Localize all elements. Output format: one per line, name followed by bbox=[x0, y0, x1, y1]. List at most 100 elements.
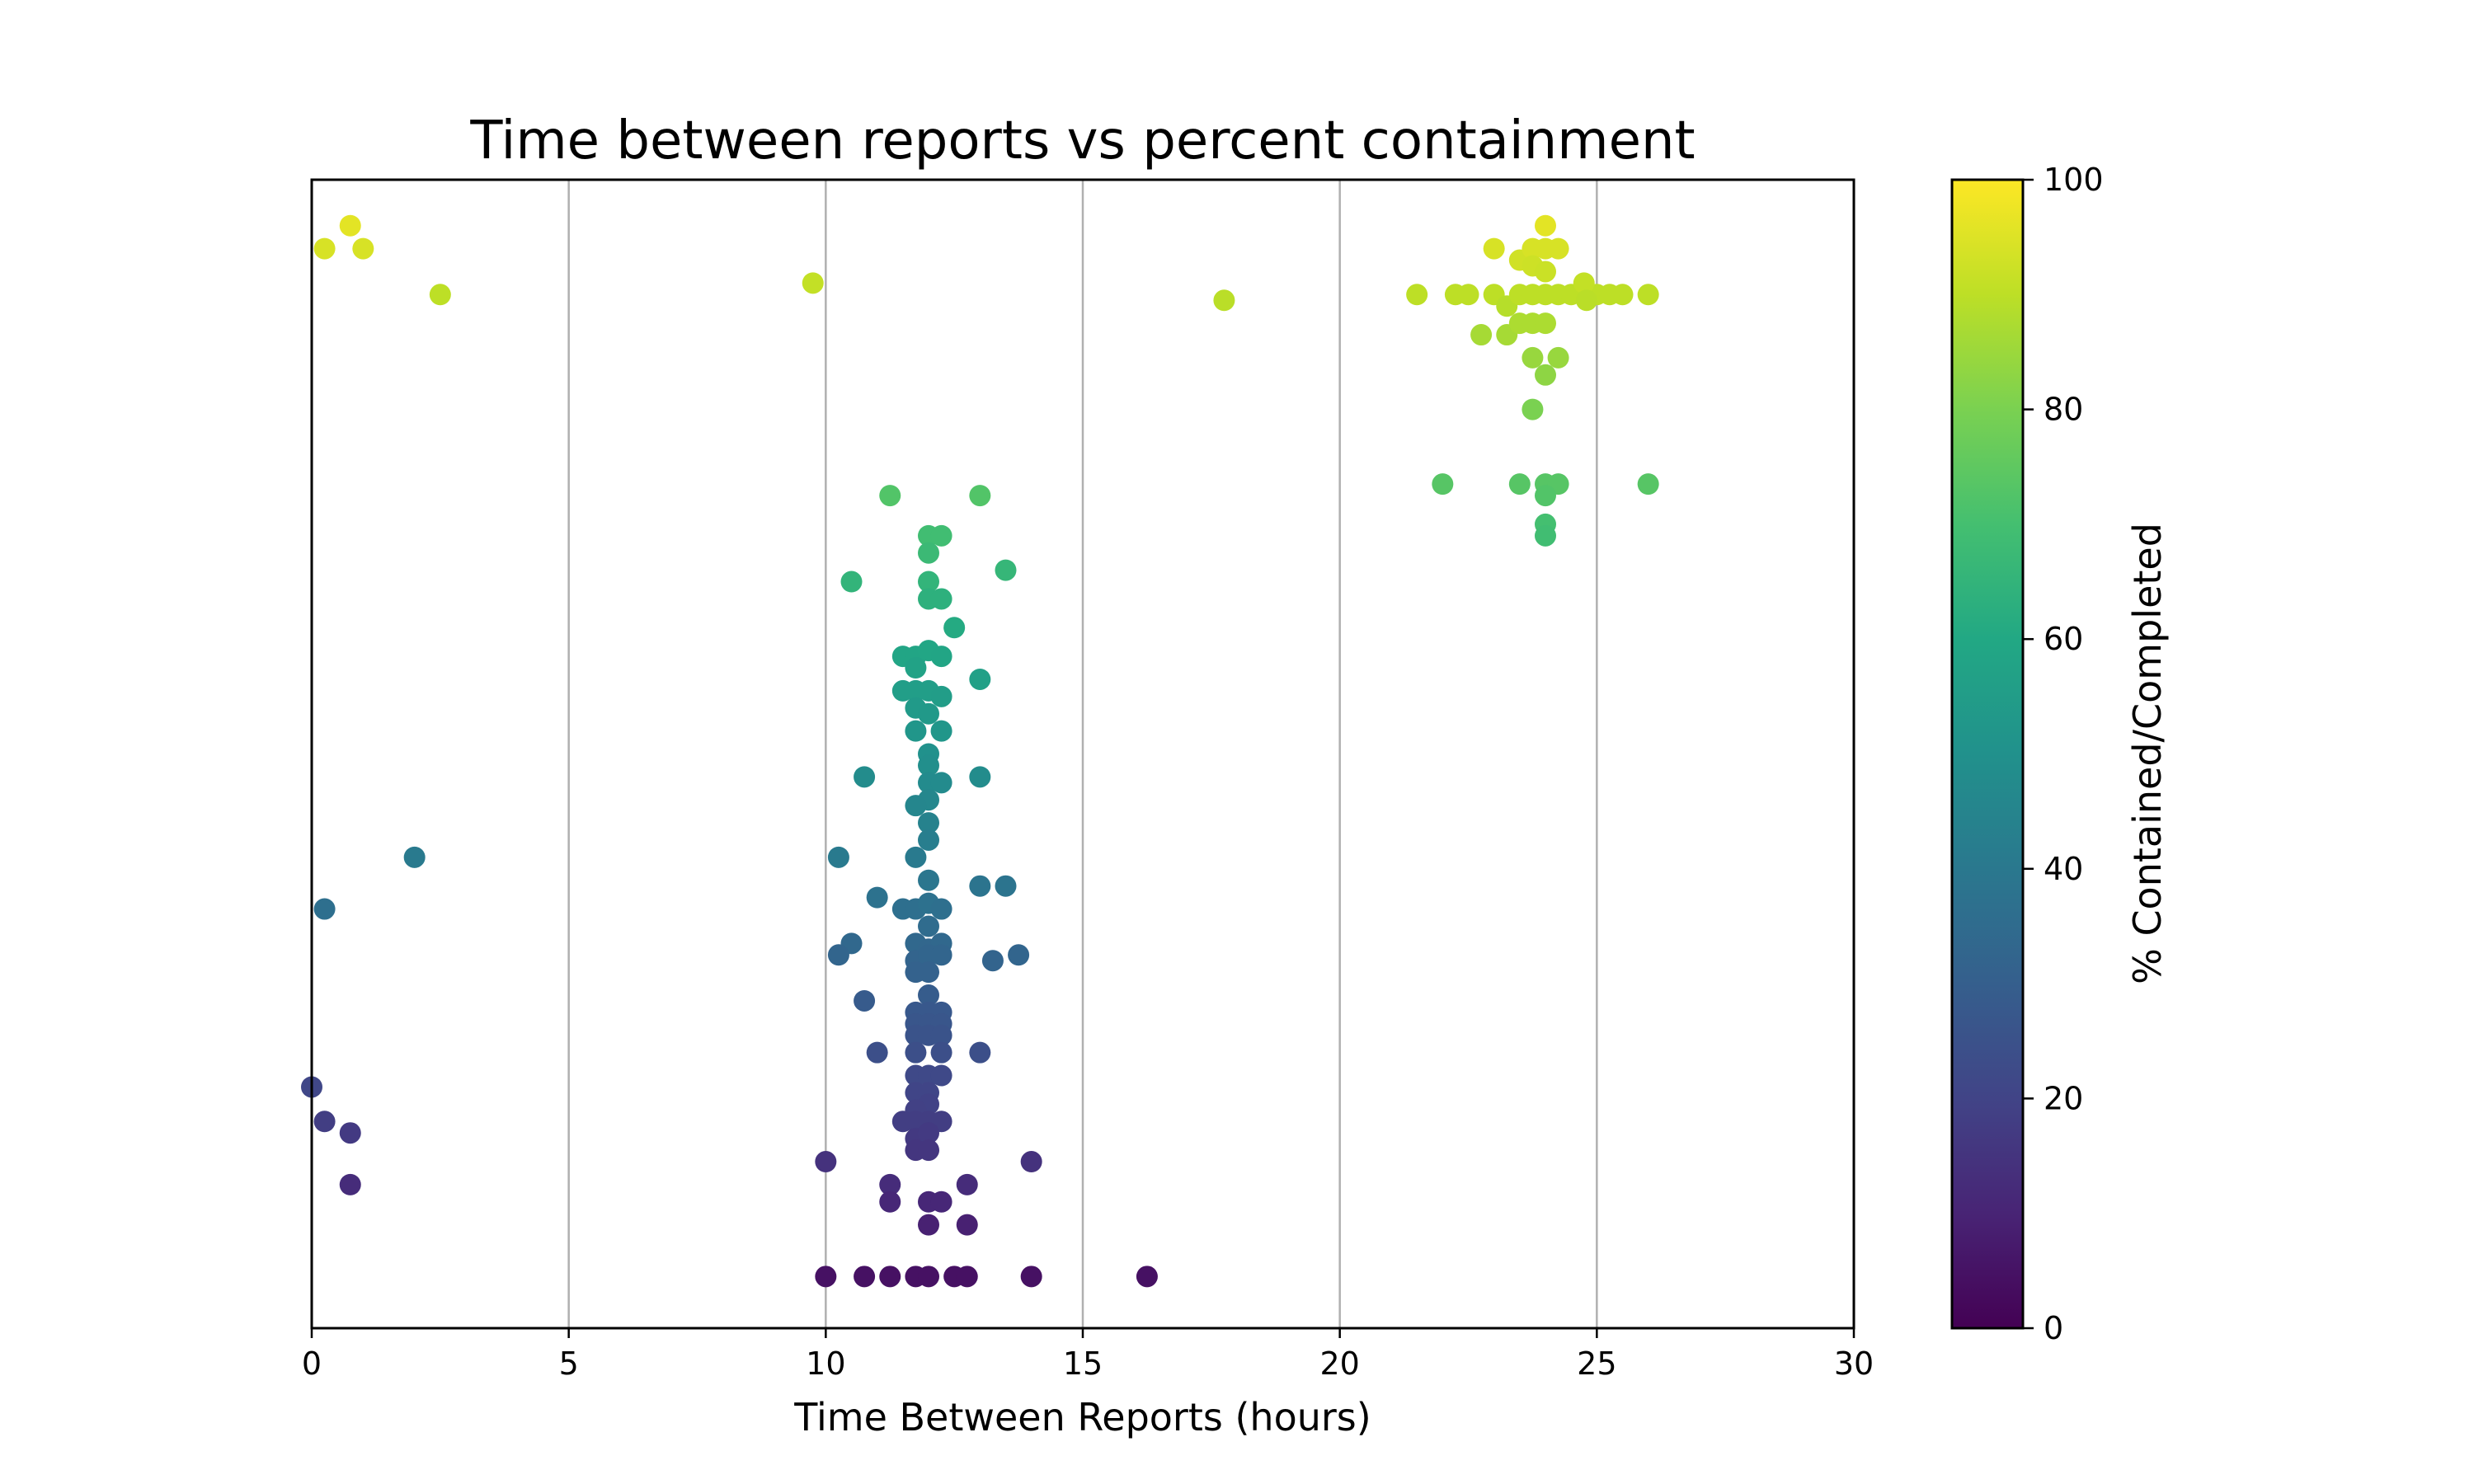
data-point bbox=[1021, 1266, 1042, 1287]
data-point bbox=[969, 766, 990, 787]
data-point bbox=[879, 485, 901, 506]
data-point bbox=[1522, 347, 1543, 369]
data-point bbox=[918, 870, 939, 891]
data-point bbox=[1213, 289, 1235, 311]
data-point bbox=[867, 1042, 888, 1064]
data-point bbox=[1535, 312, 1556, 334]
data-point bbox=[1021, 1151, 1042, 1172]
x-axis-label: Time Between Reports (hours) bbox=[793, 1395, 1371, 1439]
data-point bbox=[931, 1065, 952, 1087]
colorbar-tick-label: 40 bbox=[2044, 851, 2083, 887]
data-point bbox=[969, 1042, 990, 1064]
data-point bbox=[918, 961, 939, 983]
data-point bbox=[1008, 944, 1029, 965]
data-point bbox=[1535, 364, 1556, 386]
data-point bbox=[918, 829, 939, 851]
data-point bbox=[931, 646, 952, 667]
data-point bbox=[969, 669, 990, 690]
data-point bbox=[1458, 284, 1479, 305]
colorbar-tick-label: 60 bbox=[2044, 621, 2083, 657]
colorbar bbox=[1952, 180, 2023, 1328]
data-point bbox=[957, 1214, 978, 1236]
data-point bbox=[931, 1042, 952, 1064]
data-point bbox=[1432, 473, 1453, 495]
colorbar-tick-label: 0 bbox=[2044, 1310, 2063, 1346]
data-point bbox=[1638, 473, 1659, 495]
data-point bbox=[1535, 525, 1556, 547]
data-point bbox=[1548, 347, 1569, 369]
data-point bbox=[841, 571, 863, 593]
data-point bbox=[918, 915, 939, 937]
data-point bbox=[854, 1266, 875, 1287]
data-point bbox=[905, 657, 926, 679]
data-point bbox=[828, 944, 849, 965]
data-point bbox=[957, 1266, 978, 1287]
data-point bbox=[1470, 324, 1492, 345]
x-tick-label: 30 bbox=[1834, 1345, 1874, 1382]
data-point bbox=[1484, 238, 1505, 260]
data-point bbox=[918, 1266, 939, 1287]
data-point bbox=[879, 1266, 901, 1287]
data-point bbox=[1548, 238, 1569, 260]
data-point bbox=[969, 876, 990, 897]
grid-lines bbox=[569, 180, 1597, 1328]
data-point bbox=[1535, 215, 1556, 237]
data-point bbox=[931, 721, 952, 742]
scatter-points bbox=[301, 215, 1659, 1288]
data-point bbox=[982, 950, 1004, 971]
data-point bbox=[931, 1191, 952, 1213]
data-point bbox=[1535, 485, 1556, 506]
data-point bbox=[931, 899, 952, 920]
data-point bbox=[905, 795, 926, 816]
x-tick-label: 10 bbox=[806, 1345, 845, 1382]
data-point bbox=[1535, 261, 1556, 282]
data-point bbox=[931, 525, 952, 547]
data-point bbox=[1406, 284, 1427, 305]
data-point bbox=[931, 686, 952, 707]
data-point bbox=[969, 485, 990, 506]
data-point bbox=[918, 542, 939, 564]
data-point bbox=[1136, 1266, 1158, 1287]
x-tick-label: 25 bbox=[1577, 1345, 1616, 1382]
data-point bbox=[314, 1111, 336, 1132]
data-point bbox=[879, 1191, 901, 1213]
data-point bbox=[340, 1174, 361, 1195]
x-tick-label: 15 bbox=[1063, 1345, 1103, 1382]
data-point bbox=[404, 847, 426, 868]
colorbar-label: % Contained/Completed bbox=[2125, 523, 2170, 984]
data-point bbox=[314, 238, 336, 260]
data-point bbox=[943, 617, 965, 638]
data-point bbox=[1522, 399, 1543, 420]
x-tick-label: 5 bbox=[559, 1345, 579, 1382]
data-point bbox=[314, 899, 336, 920]
data-point bbox=[905, 847, 926, 868]
data-point bbox=[828, 847, 849, 868]
chart-title: Time between reports vs percent containm… bbox=[469, 110, 1695, 171]
colorbar-tick-label: 20 bbox=[2044, 1080, 2083, 1116]
data-point bbox=[918, 703, 939, 725]
data-point bbox=[995, 876, 1017, 897]
colorbar-tick-label: 80 bbox=[2044, 392, 2083, 428]
data-point bbox=[815, 1266, 836, 1287]
x-tick-label: 20 bbox=[1319, 1345, 1359, 1382]
data-point bbox=[802, 272, 824, 294]
data-point bbox=[957, 1174, 978, 1195]
data-point bbox=[931, 588, 952, 609]
data-point bbox=[340, 1122, 361, 1144]
data-point bbox=[867, 887, 888, 909]
data-point bbox=[1612, 284, 1634, 305]
x-tick-label: 0 bbox=[302, 1345, 322, 1382]
data-point bbox=[815, 1151, 836, 1172]
colorbar-tick-label: 100 bbox=[2044, 162, 2104, 198]
data-point bbox=[995, 560, 1017, 581]
colorbar-ticks: 0 20 40 60 80 100 bbox=[2023, 162, 2104, 1346]
data-point bbox=[352, 238, 374, 260]
data-point bbox=[931, 772, 952, 793]
data-point bbox=[430, 284, 451, 305]
data-point bbox=[1509, 473, 1531, 495]
data-point bbox=[905, 1042, 926, 1064]
x-axis-ticks: 0 5 10 15 20 25 30 bbox=[302, 1328, 1874, 1382]
data-point bbox=[931, 944, 952, 965]
data-point bbox=[905, 721, 926, 742]
